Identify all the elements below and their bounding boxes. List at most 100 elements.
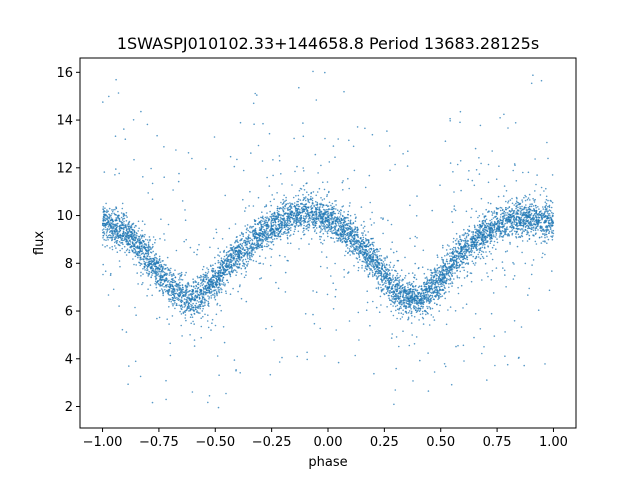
data-point — [261, 246, 264, 248]
data-point — [479, 225, 482, 228]
data-point — [537, 309, 540, 312]
data-point — [200, 279, 202, 282]
data-point — [548, 209, 551, 211]
data-point — [284, 207, 286, 210]
data-point — [197, 286, 199, 289]
data-point — [155, 257, 157, 259]
data-point — [492, 217, 495, 219]
data-point — [147, 192, 149, 194]
data-point — [402, 330, 404, 333]
data-point — [237, 266, 239, 268]
data-point — [369, 272, 371, 274]
data-point — [226, 273, 229, 276]
data-point — [343, 211, 345, 213]
data-point — [395, 278, 397, 281]
data-point — [395, 367, 398, 370]
data-point — [128, 234, 131, 236]
data-point — [269, 236, 272, 239]
data-point — [165, 290, 167, 293]
data-point — [389, 290, 392, 292]
data-point — [516, 245, 519, 248]
data-point — [364, 186, 367, 189]
data-point — [261, 160, 264, 162]
data-point — [167, 281, 169, 283]
data-point — [407, 282, 409, 284]
data-point — [372, 260, 375, 263]
data-point — [495, 232, 498, 235]
data-point — [394, 389, 397, 391]
data-point — [244, 225, 246, 227]
data-point — [549, 214, 551, 217]
data-point — [522, 218, 524, 221]
data-point — [315, 200, 317, 203]
data-point — [207, 295, 209, 297]
data-point — [524, 199, 527, 202]
data-point — [133, 234, 135, 236]
data-point — [433, 319, 436, 321]
data-point — [262, 220, 264, 222]
data-point — [159, 274, 162, 277]
data-point — [439, 184, 441, 186]
data-point — [105, 202, 107, 205]
data-point — [294, 226, 297, 228]
data-point — [251, 239, 254, 242]
data-point — [376, 260, 378, 263]
data-point — [123, 245, 126, 248]
data-point — [504, 250, 507, 253]
data-point — [244, 258, 247, 261]
data-point — [354, 220, 357, 222]
data-point — [125, 227, 127, 229]
data-point — [284, 228, 287, 231]
data-point — [419, 297, 422, 300]
data-point — [457, 246, 459, 249]
data-point — [315, 222, 318, 225]
data-point — [471, 250, 474, 252]
data-point — [121, 207, 124, 210]
data-point — [445, 274, 448, 276]
data-point — [409, 204, 411, 207]
data-point — [105, 234, 108, 237]
data-point — [392, 251, 395, 254]
data-point — [489, 222, 492, 225]
data-point — [353, 228, 356, 231]
data-point — [390, 281, 393, 284]
data-point — [402, 300, 404, 302]
data-point — [189, 246, 192, 249]
data-point — [335, 329, 338, 331]
data-point — [193, 339, 196, 341]
data-point — [392, 281, 395, 283]
data-point — [315, 227, 318, 229]
data-point — [214, 298, 217, 301]
data-point — [482, 231, 484, 234]
data-point — [141, 229, 143, 232]
data-point — [292, 215, 295, 217]
data-point — [282, 215, 284, 217]
data-point — [276, 211, 279, 214]
data-point — [471, 179, 474, 182]
data-point — [499, 216, 502, 218]
data-point — [421, 313, 424, 315]
data-point — [259, 255, 261, 257]
data-point — [202, 293, 205, 296]
data-point — [239, 234, 241, 237]
data-point — [302, 217, 305, 220]
data-point — [160, 218, 162, 220]
data-point — [150, 248, 153, 250]
data-point — [410, 310, 413, 313]
data-point — [219, 270, 221, 272]
data-point — [344, 236, 347, 238]
data-point — [115, 78, 117, 81]
data-point — [290, 207, 293, 209]
data-point — [426, 278, 428, 280]
data-point — [349, 240, 351, 242]
data-point — [286, 232, 288, 234]
data-point — [163, 286, 165, 288]
data-point — [154, 239, 157, 241]
data-point — [459, 236, 461, 238]
data-point — [342, 180, 344, 182]
data-point — [403, 301, 406, 304]
data-point — [319, 327, 322, 330]
data-point — [184, 291, 186, 294]
data-point — [249, 226, 251, 229]
data-point — [333, 205, 335, 208]
